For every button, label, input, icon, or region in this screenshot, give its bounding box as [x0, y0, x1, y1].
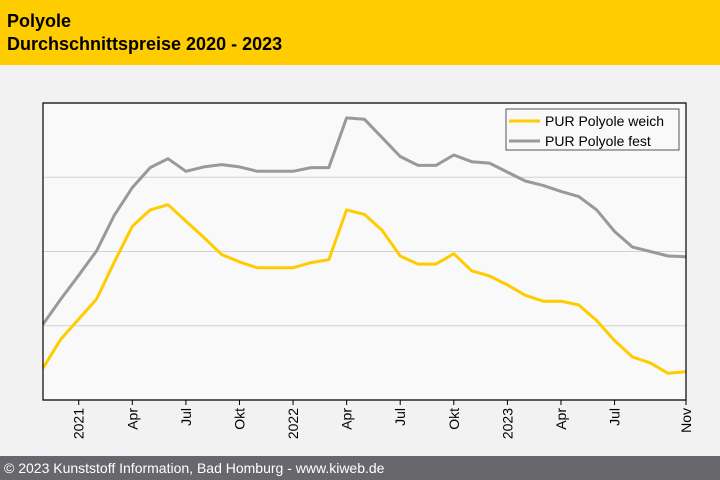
legend-label-fest: PUR Polyole fest — [545, 133, 651, 149]
x-tick-label: Okt — [446, 408, 462, 430]
x-tick-label: Nov — [678, 408, 694, 433]
x-tick-label: Jul — [607, 408, 623, 426]
x-tick-label: Jul — [178, 408, 194, 426]
footer-copyright: © 2023 Kunststoff Information, Bad Hombu… — [0, 456, 720, 480]
legend-label-weich: PUR Polyole weich — [545, 113, 664, 129]
legend-box — [505, 108, 680, 151]
chart-title: Polyole — [7, 11, 72, 31]
x-tick-label: 2022 — [285, 408, 301, 439]
x-tick-label: 2023 — [499, 408, 515, 439]
x-tick-label: Apr — [553, 408, 569, 430]
x-tick-label: 2021 — [71, 408, 87, 439]
legend: PUR Polyole weich PUR Polyole fest — [505, 108, 680, 151]
chart-subtitle: Durchschnittspreise 2020 - 2023 — [7, 34, 283, 54]
x-tick-label: Okt — [231, 408, 247, 430]
line-chart: 2021 Apr Jul Okt 2022 Apr Jul Okt 2023 Apr Jul Nov … — [41, 102, 694, 439]
x-tick-label: Jul — [392, 408, 408, 426]
chart-header: Polyole Durchschnittspreise 2020 - 2023 — [0, 0, 720, 65]
x-tick-label: Apr — [339, 408, 355, 430]
x-tick-label: Apr — [124, 408, 140, 430]
